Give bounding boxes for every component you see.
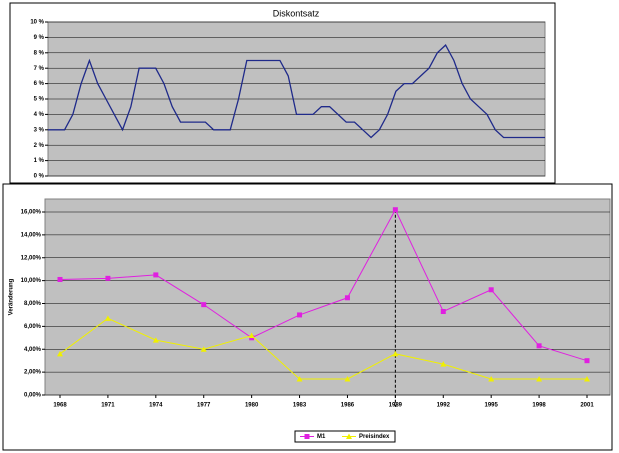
x-tick-label: 1968 xyxy=(53,403,67,409)
legend-label: M1 xyxy=(317,434,326,440)
legend-marker xyxy=(346,433,352,439)
series-line xyxy=(59,208,588,362)
y-tick-label: 4,00% xyxy=(24,347,42,353)
marker xyxy=(392,350,399,357)
marker xyxy=(488,375,495,382)
marker xyxy=(488,287,494,293)
x-tick-label: 1998 xyxy=(532,403,546,409)
x-tick-label: 2001 xyxy=(580,403,594,409)
marker xyxy=(297,312,303,318)
legend-label: Preisindex xyxy=(359,434,390,440)
marker xyxy=(440,361,447,367)
legend-marker xyxy=(304,434,310,439)
y-tick-label: 14,00% xyxy=(21,232,42,238)
y-tick-label: 5 % xyxy=(34,97,45,103)
y-tick-label: 1 % xyxy=(34,158,45,164)
x-tick-label: 1995 xyxy=(485,403,499,409)
x-tick-label: 1989 xyxy=(389,403,403,409)
y-tick-label: 16,00% xyxy=(21,210,42,216)
plot-area-2 xyxy=(44,198,611,396)
x-tick-label: 1971 xyxy=(101,403,115,409)
y-tick-label: 7 % xyxy=(34,66,45,72)
marker xyxy=(536,375,543,382)
marker xyxy=(248,332,255,339)
marker xyxy=(584,375,590,382)
y-tick-label: 2,00% xyxy=(24,370,42,376)
y-tick-label: 2 % xyxy=(34,143,45,149)
marker xyxy=(201,302,207,308)
x-tick-label: 1986 xyxy=(341,403,355,409)
y-axis-label: Veränderung xyxy=(9,278,15,315)
line xyxy=(48,44,545,139)
y-tick-label: 0,00% xyxy=(24,393,42,399)
y-tick-label: 8 % xyxy=(34,50,45,56)
y-tick-label: 6 % xyxy=(34,81,45,87)
marker xyxy=(440,309,446,315)
marker xyxy=(584,358,590,364)
marker xyxy=(200,346,207,352)
y-tick-label: 10,00% xyxy=(21,278,42,284)
marker xyxy=(57,350,63,357)
x-tick-label: 1983 xyxy=(293,403,307,409)
marker xyxy=(153,272,159,278)
y-tick-label: 8,00% xyxy=(24,301,42,307)
series-line xyxy=(59,317,587,380)
marker xyxy=(392,207,398,213)
y-tick-label: 6,00% xyxy=(24,324,42,330)
marker xyxy=(104,315,111,321)
marker xyxy=(57,276,63,282)
marker xyxy=(296,375,303,382)
y-tick-label: 3 % xyxy=(34,127,45,133)
marker xyxy=(344,295,350,301)
y-tick-label: 0 % xyxy=(34,174,45,180)
marker xyxy=(105,275,111,281)
chart-title: Diskontsatz xyxy=(273,8,320,18)
x-tick-label: 1980 xyxy=(245,403,259,409)
y-tick-label: 12,00% xyxy=(21,255,42,261)
y-tick-label: 4 % xyxy=(34,112,45,118)
x-tick-label: 1977 xyxy=(197,403,211,409)
y-tick-label: 10 % xyxy=(30,20,44,26)
y-tick-label: 9 % xyxy=(34,35,45,41)
x-tick-label: 1974 xyxy=(149,403,163,409)
marker xyxy=(344,375,351,382)
marker xyxy=(536,343,542,349)
marker xyxy=(152,337,159,343)
x-tick-label: 1992 xyxy=(437,403,451,409)
